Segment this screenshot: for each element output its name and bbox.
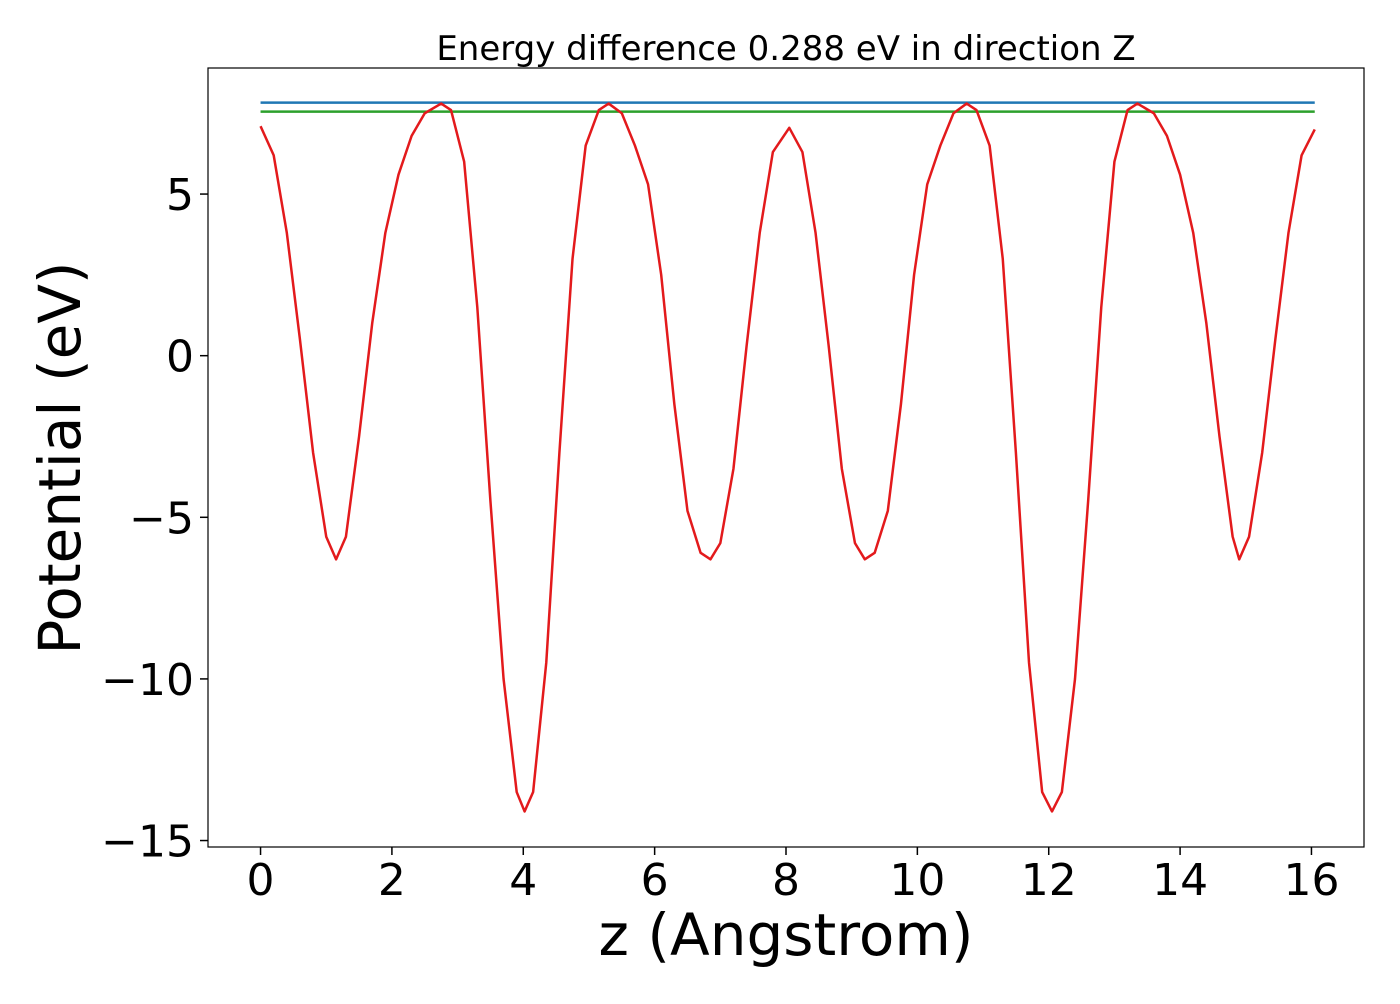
y-tick-label: −5 [129,493,194,544]
x-tick-label: 4 [509,855,537,906]
y-axis-label: Potential (eV) [26,261,94,654]
x-tick-label: 6 [641,855,669,906]
y-tick-label: 0 [166,332,194,383]
x-tick-label: 2 [378,855,406,906]
x-axis-label: z (Angstrom) [599,901,974,969]
y-tick-label: 5 [166,170,194,221]
x-tick-label: 12 [1021,855,1077,906]
x-tick-label: 0 [247,855,275,906]
chart-title: Energy difference 0.288 eV in direction … [436,29,1135,69]
y-tick-label: −15 [101,817,194,868]
plot-frame [207,67,1365,848]
x-tick-label: 10 [889,855,945,906]
data-line [259,102,1316,813]
y-tick-label: −10 [101,655,194,706]
x-tick-label: 8 [772,855,800,906]
x-tick-label: 14 [1152,855,1208,906]
x-tick-label: 16 [1283,855,1339,906]
